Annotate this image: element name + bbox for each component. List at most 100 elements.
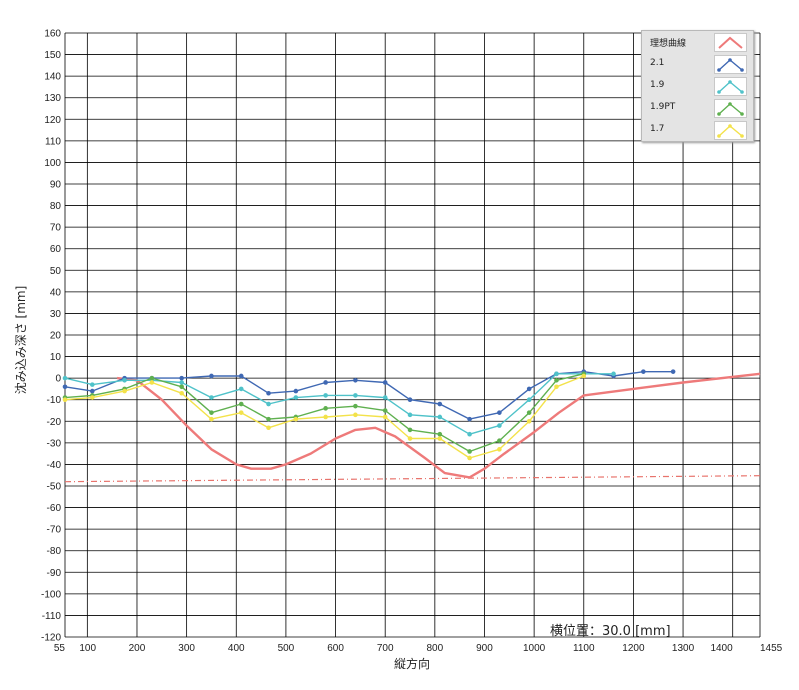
y-tick-label: -100 (41, 589, 61, 600)
data-point (179, 375, 184, 381)
data-point (323, 414, 328, 420)
data-point (62, 397, 68, 403)
legend-label: 理想曲線 (650, 39, 687, 49)
data-point (323, 406, 328, 411)
reference-line (64, 475, 761, 483)
x-tick-label: 500 (278, 643, 295, 654)
series-line (64, 373, 614, 435)
reference-line-group (64, 475, 761, 483)
x-tick-label: 300 (178, 643, 195, 654)
data-point (62, 384, 68, 390)
data-point (497, 447, 502, 452)
data-point (437, 401, 443, 407)
data-point (353, 378, 358, 383)
series-line (64, 371, 674, 420)
y-tick-label: 110 (45, 136, 61, 147)
legend-label: 1.7 (650, 124, 665, 134)
data-point (266, 390, 271, 396)
y-tick-label: -70 (47, 525, 62, 536)
series-group (62, 369, 761, 479)
data-point (179, 390, 184, 396)
data-point (407, 436, 413, 441)
x-tick-label: 1400 (710, 643, 733, 654)
legend-item: 理想曲線 (642, 31, 753, 53)
y-tick-label: -90 (47, 568, 62, 579)
y-tick-label: -50 (47, 482, 62, 493)
x-tick-label: 900 (476, 643, 493, 654)
x-tick-label: 600 (327, 643, 344, 654)
data-point (90, 395, 95, 400)
data-point (238, 373, 244, 379)
data-point (323, 393, 328, 398)
data-point (497, 438, 502, 444)
y-tick-label: 30 (50, 309, 62, 320)
x-tick-label: 800 (426, 643, 443, 654)
data-point (122, 378, 127, 383)
legend-swatch-glyph (717, 58, 744, 72)
grid (64, 32, 761, 638)
legend-swatch-marker (740, 112, 744, 116)
data-point (353, 412, 358, 418)
data-point (266, 401, 271, 407)
data-point (497, 410, 502, 415)
y-tick-label: 140 (44, 72, 61, 83)
legend-swatch-glyph (717, 124, 744, 138)
x-tick-label: 1300 (672, 643, 695, 654)
legend: 理想曲線 2.1 1.9 1.9PT 1.7 (641, 30, 754, 142)
data-point (62, 375, 68, 381)
y-tick-label: 90 (50, 180, 62, 191)
x-tick-label: 1000 (523, 643, 546, 654)
legend-label: 1.9 (650, 80, 665, 90)
y-tick-label: 160 (44, 29, 61, 40)
data-point (407, 427, 413, 433)
y-tick-label: 150 (44, 50, 61, 61)
legend-swatch-glyph (717, 80, 744, 94)
data-point (209, 373, 214, 379)
legend-swatch (714, 33, 747, 52)
data-point (353, 403, 358, 409)
legend-swatch-glyph (718, 36, 743, 49)
data-point (581, 373, 587, 379)
data-point (526, 410, 532, 415)
y-tick-label: -20 (47, 417, 62, 428)
x-tick-label: 1200 (622, 643, 645, 654)
series-1-7 (62, 373, 587, 461)
y-tick-label: -60 (47, 503, 62, 514)
data-point (467, 455, 472, 461)
legend-label: 2.1 (650, 58, 665, 68)
data-point (209, 416, 214, 422)
data-point (382, 395, 388, 400)
y-axis-label: 沈み込み深さ [mm] (13, 286, 28, 395)
data-point (467, 416, 472, 422)
y-tick-label: 120 (44, 115, 61, 126)
data-point (382, 414, 388, 420)
data-point (179, 380, 184, 385)
legend-swatch (714, 77, 747, 96)
x-tick-label: 1100 (573, 643, 595, 654)
data-point (611, 371, 616, 377)
legend-swatch-marker (728, 80, 732, 84)
legend-item: 2.1 (642, 53, 753, 75)
data-point (122, 388, 127, 394)
data-point (323, 380, 328, 385)
y-tick-label: 130 (44, 93, 61, 104)
data-point (382, 408, 388, 413)
y-tick-label: -120 (41, 633, 61, 644)
data-point (670, 369, 676, 374)
series-1-9 (62, 371, 616, 437)
data-point (382, 380, 388, 385)
data-point (238, 401, 244, 407)
y-tick-label: 10 (50, 352, 62, 363)
legend-item: 1.9 (642, 75, 753, 97)
y-tick-label: -80 (47, 546, 62, 557)
data-point (149, 375, 155, 381)
legend-swatch-glyph (717, 102, 744, 116)
data-point (293, 416, 299, 422)
y-tick-label: 60 (50, 244, 62, 255)
data-point (554, 378, 559, 383)
data-point (554, 384, 559, 390)
x-tick-label: 700 (377, 643, 394, 654)
series-ideal (116, 372, 761, 479)
position-annotation: 横位置：30.0 [mm] (550, 624, 671, 639)
